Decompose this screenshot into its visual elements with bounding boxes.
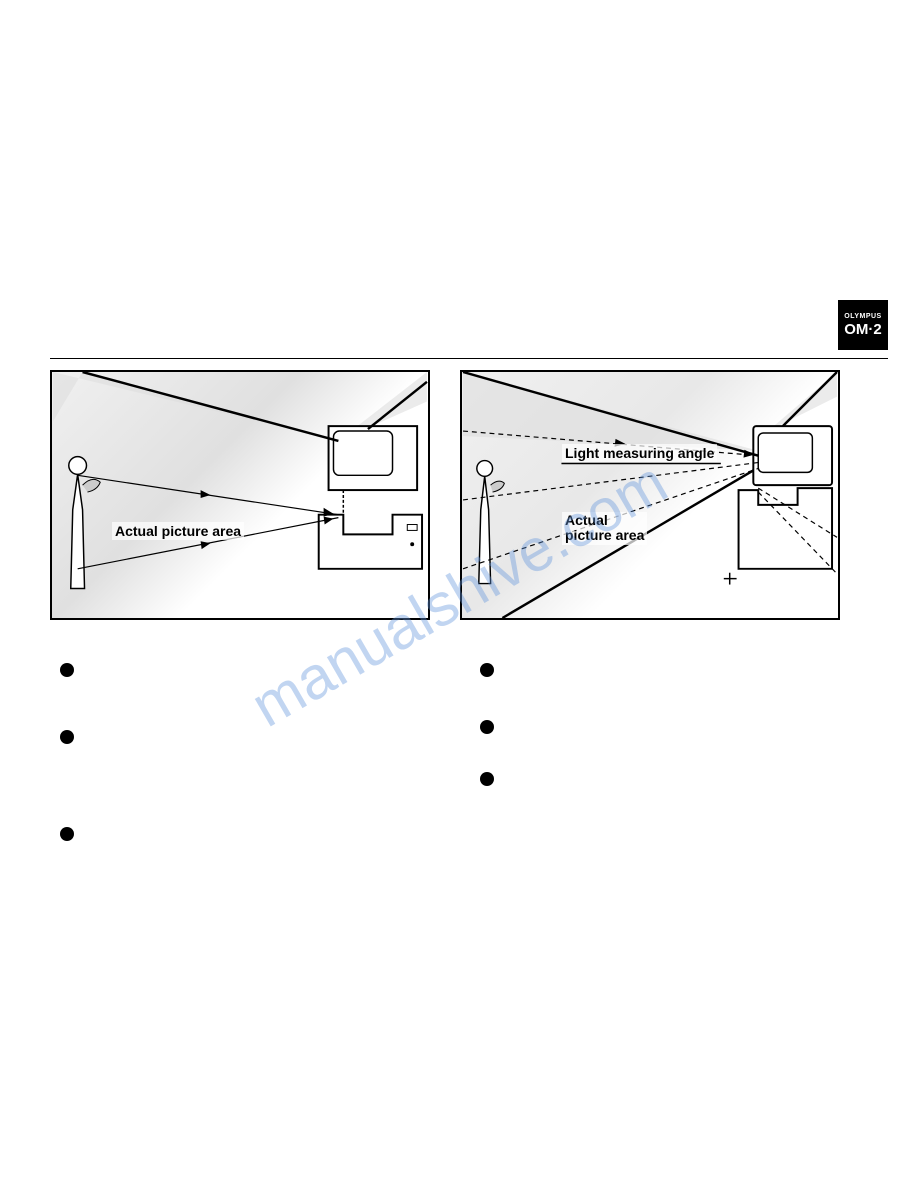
bullet-item	[60, 727, 420, 744]
diagram-left: Actual picture area	[50, 370, 430, 620]
bullet-item	[480, 769, 840, 786]
diagram-right-svg	[462, 372, 838, 618]
bullet-dot-icon	[480, 663, 494, 677]
bullet-item	[60, 824, 420, 841]
logo-badge: OLYMPUS OM·2	[838, 300, 888, 350]
page-container: OLYMPUS OM·2	[0, 0, 918, 1188]
bullet-dot-icon	[480, 720, 494, 734]
diagrams-row: Actual picture area	[50, 370, 840, 620]
bullet-dot-icon	[60, 730, 74, 744]
diagram-right-label-angle: Light measuring angle	[562, 444, 717, 462]
diagram-right-label-area: Actual picture area	[562, 512, 647, 545]
bullet-column-left	[60, 660, 420, 841]
bullets-section	[60, 660, 840, 841]
bullet-item	[480, 717, 840, 734]
diagram-right: Light measuring angle Actual picture are…	[460, 370, 840, 620]
bullet-dot-icon	[480, 772, 494, 786]
diagram-left-label: Actual picture area	[112, 522, 244, 540]
bullet-item	[60, 660, 420, 677]
bullet-dot-icon	[60, 663, 74, 677]
bullet-item	[480, 660, 840, 677]
logo-model: OM·2	[844, 322, 882, 337]
logo-brand: OLYMPUS	[844, 313, 881, 320]
divider-line	[50, 358, 888, 359]
bullet-dot-icon	[60, 827, 74, 841]
bullet-column-right	[480, 660, 840, 841]
diagram-left-svg	[52, 372, 428, 618]
